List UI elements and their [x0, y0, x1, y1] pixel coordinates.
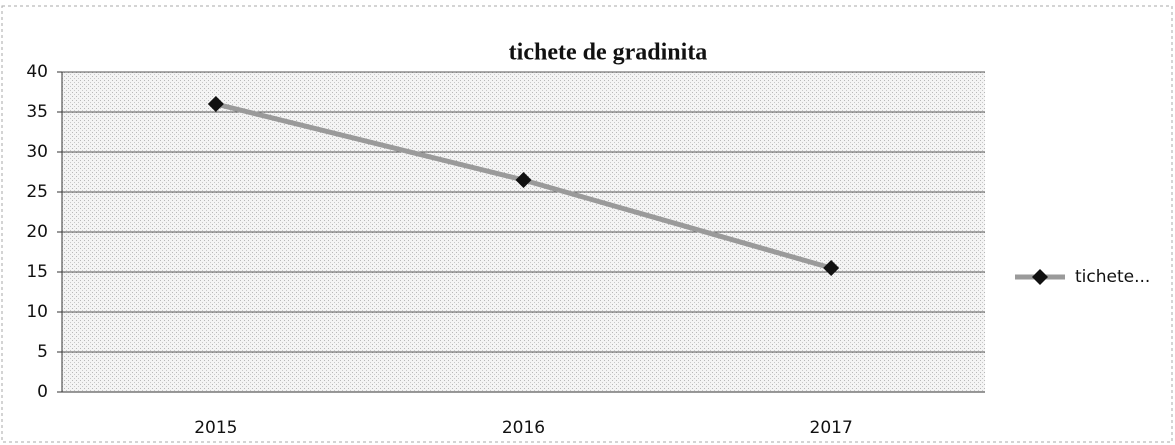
y-tick-label: 15 — [26, 262, 48, 282]
y-tick-label: 35 — [26, 102, 48, 122]
marker — [823, 260, 840, 276]
y-tick-label: 5 — [37, 342, 48, 362]
x-tick-label: 2015 — [194, 418, 237, 438]
y-tick-label: 40 — [26, 62, 48, 82]
legend-label: tichete... — [1075, 267, 1150, 287]
x-tick-label: 2017 — [810, 418, 853, 438]
legend-marker — [1032, 269, 1048, 285]
y-tick-label: 0 — [37, 382, 48, 402]
y-tick-label: 20 — [26, 222, 48, 242]
y-tick-label: 25 — [26, 182, 48, 202]
marker — [515, 172, 532, 188]
x-tick-label: 2016 — [502, 418, 545, 438]
y-tick-label: 30 — [26, 142, 48, 162]
chart-border — [1, 5, 1173, 443]
y-tick-label: 10 — [26, 302, 48, 322]
marker — [207, 96, 224, 112]
chart-title: tichete de gradinita — [509, 40, 708, 66]
